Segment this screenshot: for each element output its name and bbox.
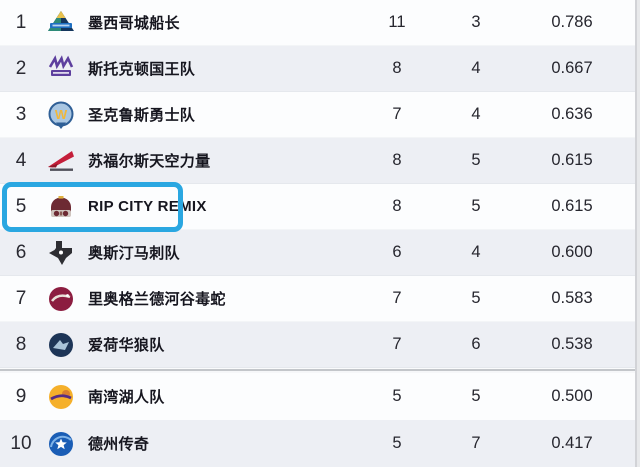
- winpct-cell: 0.636: [551, 105, 593, 123]
- mexico-city-capitanes-logo: [42, 8, 80, 38]
- losses-cell: 4: [471, 105, 481, 123]
- table-row[interactable]: 1 墨西哥城船长 11 3 0.786: [0, 0, 636, 46]
- texas-legends-logo: [42, 429, 80, 459]
- sioux-falls-skyforce-logo: [42, 146, 80, 176]
- rank-cell: 10: [10, 432, 32, 454]
- losses-cell: 5: [471, 289, 481, 307]
- svg-text:W: W: [55, 107, 68, 122]
- rank-cell: 9: [15, 385, 27, 407]
- team-name: RIP CITY REMIX: [88, 198, 207, 215]
- team-name: 墨西哥城船长: [88, 15, 180, 32]
- team-name: 德州传奇: [88, 436, 150, 453]
- winpct-cell: 0.600: [551, 243, 593, 261]
- right-edge-border: [635, 0, 640, 467]
- wins-cell: 11: [388, 13, 406, 31]
- losses-cell: 4: [471, 243, 481, 261]
- winpct-cell: 0.417: [551, 434, 593, 452]
- wins-cell: 5: [392, 387, 402, 405]
- rank-cell: 2: [15, 57, 27, 79]
- wins-cell: 8: [392, 151, 402, 169]
- losses-cell: 5: [471, 387, 481, 405]
- losses-cell: 4: [471, 59, 481, 77]
- winpct-cell: 0.786: [551, 13, 593, 31]
- rank-cell: 3: [15, 103, 27, 125]
- rank-cell: 4: [15, 149, 27, 171]
- rio-grande-valley-vipers-logo: [42, 284, 80, 314]
- table-row[interactable]: 3 W 圣克鲁斯勇士队 7 4 0.636: [0, 92, 636, 138]
- winpct-cell: 0.667: [551, 59, 593, 77]
- rip-city-remix-logo: [42, 192, 80, 222]
- rank-cell: 1: [15, 11, 27, 33]
- rank-cell: 8: [15, 333, 27, 355]
- table-row[interactable]: 10 德州传奇 5 7 0.417: [0, 420, 636, 467]
- losses-cell: 6: [471, 335, 481, 353]
- losses-cell: 5: [471, 197, 481, 215]
- wins-cell: 7: [392, 105, 402, 123]
- wins-cell: 5: [392, 434, 402, 452]
- losses-cell: 7: [471, 434, 481, 452]
- table-row[interactable]: 8 爱荷华狼队 7 6 0.538: [0, 322, 636, 368]
- table-row[interactable]: 7 里奥格兰德河谷毒蛇 7 5 0.583: [0, 276, 636, 322]
- wins-cell: 8: [392, 59, 402, 77]
- table-row[interactable]: 4 苏福尔斯天空力量 8 5 0.615: [0, 138, 636, 184]
- team-name: 南湾湖人队: [88, 389, 165, 406]
- stockton-kings-logo: [42, 54, 80, 84]
- santa-cruz-warriors-logo: W: [42, 100, 80, 130]
- winpct-cell: 0.615: [551, 151, 593, 169]
- wins-cell: 8: [392, 197, 402, 215]
- south-bay-lakers-logo: [42, 382, 80, 412]
- winpct-cell: 0.615: [551, 197, 593, 215]
- wins-cell: 7: [392, 335, 402, 353]
- rank-cell: 7: [15, 287, 27, 309]
- team-name: 圣克鲁斯勇士队: [88, 107, 196, 124]
- iowa-wolves-logo: [42, 330, 80, 360]
- winpct-cell: 0.500: [551, 387, 593, 405]
- team-name: 里奥格兰德河谷毒蛇: [88, 291, 226, 308]
- rank-cell: 6: [15, 241, 27, 263]
- wins-cell: 7: [392, 289, 402, 307]
- table-row[interactable]: 9 南湾湖人队 5 5 0.500: [0, 373, 636, 420]
- wins-cell: 6: [392, 243, 402, 261]
- austin-spurs-logo: [42, 238, 80, 268]
- table-row[interactable]: 2 斯托克顿国王队 8 4 0.667: [0, 46, 636, 92]
- winpct-cell: 0.538: [551, 335, 593, 353]
- losses-cell: 5: [471, 151, 481, 169]
- losses-cell: 3: [471, 13, 481, 31]
- playoff-cutoff-divider: [0, 368, 640, 373]
- team-name: 爱荷华狼队: [88, 337, 165, 354]
- table-row[interactable]: 6 奥斯汀马刺队 6 4 0.600: [0, 230, 636, 276]
- table-row[interactable]: 5 RIP CITY REMIX 8 5 0.615: [0, 184, 636, 230]
- rank-cell: 5: [15, 195, 27, 217]
- team-name: 奥斯汀马刺队: [88, 245, 180, 262]
- team-name: 斯托克顿国王队: [88, 61, 196, 78]
- team-name: 苏福尔斯天空力量: [88, 153, 211, 170]
- winpct-cell: 0.583: [551, 289, 593, 307]
